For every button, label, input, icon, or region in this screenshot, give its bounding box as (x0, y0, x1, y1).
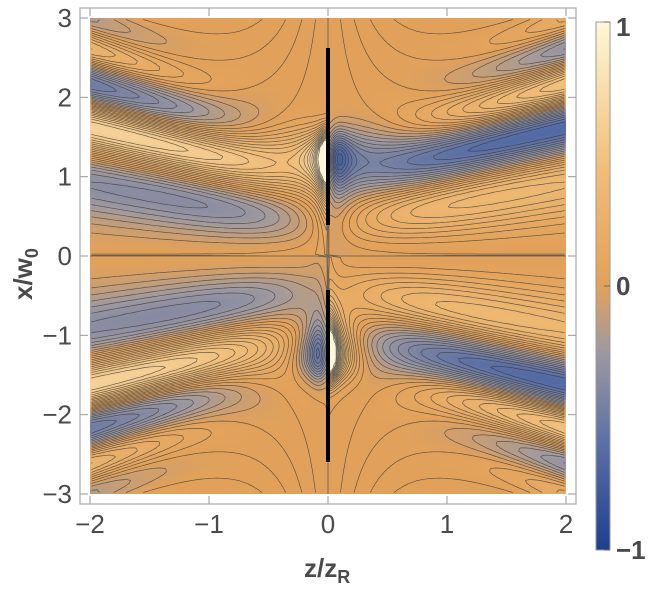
contour-level (91, 48, 565, 464)
x-tick-label: 1 (440, 509, 454, 539)
contour-level (313, 116, 565, 396)
colorbar-tick-label: 0 (616, 271, 630, 301)
contour-level (91, 78, 565, 434)
contour-level (315, 118, 565, 394)
x-axis-ticks: −2 −1 0 1 2 (75, 8, 573, 539)
x-tick-label: −1 (194, 509, 224, 539)
contour-level (335, 149, 347, 171)
contour-level (91, 42, 565, 470)
contour-level (91, 39, 565, 473)
contour-level (91, 19, 565, 493)
contour-level (334, 121, 565, 391)
y-axis-ticks: −3 −2 −1 0 1 2 3 (42, 3, 576, 509)
x-tick-label: 2 (559, 509, 573, 539)
colorbar-ticks: 1 0 −1 (604, 12, 646, 565)
contour-level (91, 73, 565, 439)
contour-level (91, 19, 565, 493)
y-tick-label: 1 (58, 162, 72, 192)
y-tick-label: −3 (42, 479, 72, 509)
x-axis-label: z/zR (304, 553, 350, 587)
contour-level (91, 19, 565, 493)
contour-level (91, 19, 565, 493)
y-tick-label: −1 (42, 320, 72, 350)
y-tick-label: 0 (58, 241, 72, 271)
y-tick-label: −2 (42, 400, 72, 430)
x-tick-label: −2 (75, 509, 105, 539)
colorbar-tick-label: −1 (616, 535, 646, 565)
contour-level (91, 19, 565, 493)
contour-lines (91, 19, 565, 493)
y-axis-label: x/w0 (8, 248, 42, 300)
contour-level (91, 75, 565, 437)
contour-level (91, 39, 565, 473)
contour-level (337, 153, 344, 166)
colorbar-tick-label: 1 (616, 12, 630, 42)
y-tick-label: 2 (58, 82, 72, 112)
contour-level (91, 19, 565, 493)
y-tick-label: 3 (58, 3, 72, 33)
x-tick-label: 0 (321, 509, 335, 539)
contour-level (91, 116, 344, 396)
